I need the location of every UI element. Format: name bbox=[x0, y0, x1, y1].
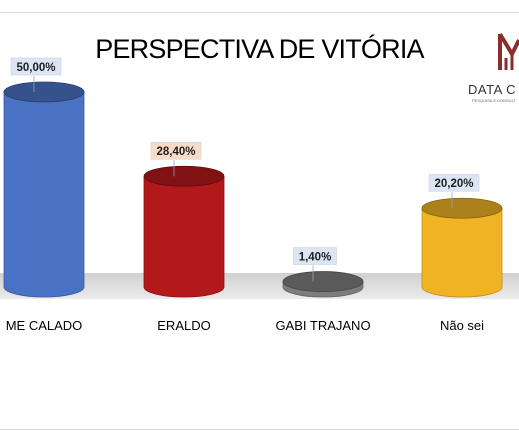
labels-group: 50,00% ME CALADO 28,40% ERALDO 1,40% GABI TRA… bbox=[6, 57, 484, 333]
bar-top-eraldo bbox=[143, 165, 225, 187]
bar-top-gabi-trajano bbox=[282, 271, 364, 292]
chart-title: PERSPECTIVA DE VITÓRIA bbox=[0, 34, 519, 65]
category-label-gabi-trajano: GABI TRAJANO bbox=[275, 318, 370, 333]
bars-group bbox=[3, 81, 503, 298]
data-label-bg-eraldo bbox=[150, 141, 202, 160]
frame-bottom-line bbox=[0, 429, 519, 430]
data-label-bg-n-o-sei bbox=[428, 173, 480, 192]
data-label-n-o-sei: 20,20% bbox=[434, 178, 473, 190]
logo-text: DATA C bbox=[468, 82, 517, 97]
data-label-me-calado: 50,00% bbox=[16, 62, 55, 74]
logo-subtext: PESQUISA E CONSULT bbox=[472, 98, 516, 103]
data-label-gabi-trajano: 1,40% bbox=[299, 252, 332, 264]
category-label-me-calado: ME CALADO bbox=[6, 318, 83, 333]
chart-title-text: PERSPECTIVA DE VITÓRIA bbox=[95, 34, 424, 64]
bar-n-o-sei bbox=[421, 207, 503, 298]
category-label-n-o-sei: Não sei bbox=[440, 318, 484, 333]
bar-me-calado bbox=[3, 91, 85, 298]
data-label-bg-gabi-trajano bbox=[293, 247, 337, 265]
category-label-eraldo: ERALDO bbox=[157, 318, 210, 333]
data-label-bg-me-calado bbox=[10, 57, 62, 76]
data-label-eraldo: 28,40% bbox=[156, 146, 195, 158]
bar-top-n-o-sei bbox=[421, 197, 503, 219]
company-logo: DATA C PESQUISA E CONSULT bbox=[460, 30, 519, 110]
bar-top-me-calado bbox=[3, 81, 85, 103]
logo-mark-icon bbox=[498, 32, 519, 70]
bar-eraldo bbox=[143, 175, 225, 298]
frame-top-line bbox=[0, 12, 519, 13]
